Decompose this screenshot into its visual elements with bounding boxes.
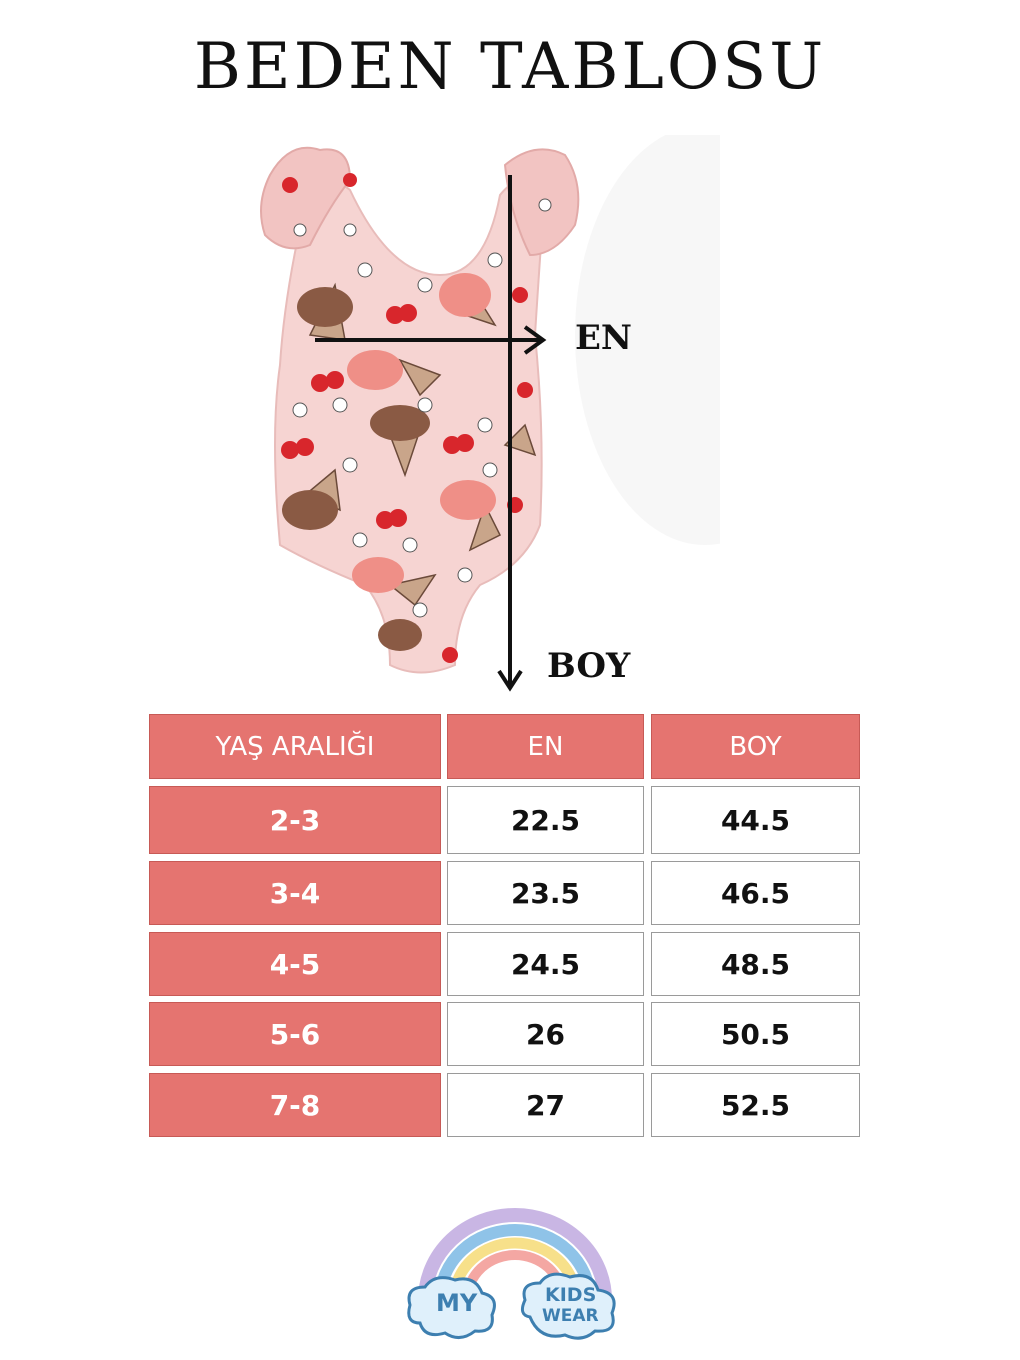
age-cell: 3-4 [149,861,441,925]
header-length: BOY [651,714,860,779]
age-cell: 4-5 [149,932,441,996]
width-cell: 23.5 [447,861,644,925]
length-cell: 46.5 [651,861,860,925]
rainbow-icon [407,1208,616,1340]
width-cell: 27 [447,1073,644,1137]
width-cell: 22.5 [447,786,644,854]
age-cell: 7-8 [149,1073,441,1137]
width-arrow [315,325,547,355]
logo-text-kids: KIDS [545,1284,597,1306]
logo-text-wear: WEAR [542,1306,599,1326]
age-cell: 2-3 [149,786,441,854]
width-label: EN [575,318,632,358]
header-width: EN [447,714,644,779]
length-cell: 44.5 [651,786,860,854]
length-arrow [497,175,523,692]
width-cell: 26 [447,1002,644,1066]
swimsuit-illustration [240,135,720,705]
page-title: BEDEN TABLOSU [193,30,827,104]
length-cell: 48.5 [651,932,860,996]
length-cell: 50.5 [651,1002,860,1066]
length-cell: 52.5 [651,1073,860,1137]
brand-logo: MY KIDS WEAR [400,1205,630,1345]
width-cell: 24.5 [447,932,644,996]
header-age-range: YAŞ ARALIĞI [149,714,441,779]
swimsuit-image [260,135,720,692]
logo-text-my: MY [436,1289,478,1317]
age-cell: 5-6 [149,1002,441,1066]
length-label: BOY [547,646,631,686]
